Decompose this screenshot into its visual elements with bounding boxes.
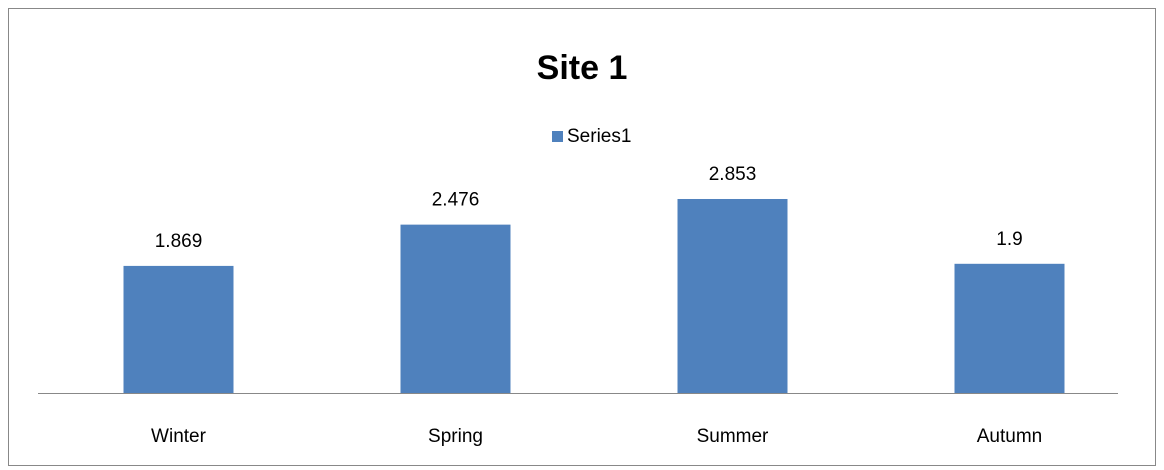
bar: [400, 224, 511, 393]
x-tick-label: Autumn: [977, 426, 1042, 447]
x-tick-label: Spring: [428, 426, 483, 447]
bar: [677, 198, 788, 393]
data-label: 1.869: [155, 231, 203, 252]
bar: [954, 263, 1065, 393]
x-tick-label: Winter: [151, 426, 207, 447]
data-label: 2.476: [432, 190, 480, 211]
bar: [123, 265, 234, 393]
legend-swatch: [552, 131, 563, 142]
data-label: 1.9: [996, 229, 1022, 250]
legend-label: Series1: [567, 126, 631, 147]
x-tick-label: Summer: [697, 426, 769, 447]
data-label: 2.853: [709, 164, 757, 185]
chart-title: Site 1: [537, 49, 628, 87]
